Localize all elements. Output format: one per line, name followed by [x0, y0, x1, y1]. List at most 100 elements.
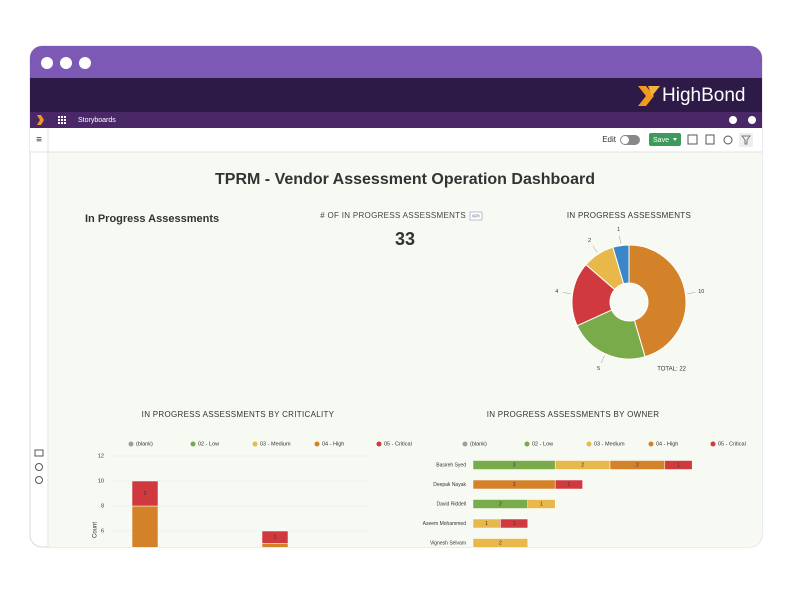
apps-icon[interactable] — [58, 116, 66, 124]
legend-label: 04 - High — [656, 441, 678, 447]
dashboard-title: TPRM - Vendor Assessment Operation Dashb… — [215, 171, 595, 188]
window-dot[interactable] — [79, 57, 91, 69]
chart-title: IN PROGRESS ASSESSMENTS BY OWNER — [487, 410, 660, 419]
pie-slice — [628, 244, 687, 358]
legend-swatch — [710, 441, 716, 447]
y-tick-label: Basireh Syed — [436, 462, 466, 468]
legend-swatch — [524, 441, 530, 447]
bar-value: 2 — [499, 501, 502, 507]
bar-value: 1 — [568, 482, 571, 488]
bar-value: 5 — [274, 572, 277, 578]
brand-logo — [648, 86, 660, 96]
leader-line — [619, 235, 621, 244]
bar-value: 7 — [144, 547, 147, 553]
save-label: Save — [653, 137, 669, 144]
y-tick-label: 10 — [98, 478, 104, 484]
bar-segment — [132, 594, 158, 600]
nav-logo[interactable] — [37, 115, 44, 125]
bar-segment — [261, 543, 289, 547]
filter-icon — [741, 135, 751, 145]
bar-segment — [554, 479, 583, 490]
slice-label: 5 — [597, 366, 600, 372]
legend-swatch — [586, 441, 592, 447]
bar-value: 1 — [485, 521, 488, 527]
kpi-label: # OF IN PROGRESS ASSESSMENTS — [320, 211, 466, 220]
legend-label: 03 - Medium — [260, 441, 291, 447]
slice-label: 10 — [698, 289, 704, 295]
y-tick-label: Aseem Mohammed — [423, 521, 467, 527]
chart-title: IN PROGRESS ASSESSMENTS BY CRITICALITY — [142, 410, 335, 419]
bar-segment — [261, 530, 289, 544]
chart-title: IN PROGRESS ASSESSMENTS — [567, 211, 691, 220]
kpi-value: 33 — [395, 229, 415, 249]
nav-link[interactable]: Storyboards — [78, 117, 116, 124]
leader-line — [592, 245, 598, 253]
user-icon[interactable] — [748, 116, 756, 124]
toggle-knob — [621, 136, 629, 144]
brand-name: HighBond — [662, 85, 745, 106]
bar-value: 2 — [636, 462, 639, 468]
bar-value: 1 — [677, 462, 680, 468]
section-title: In Progress Assessments — [85, 213, 219, 225]
legend-swatch — [190, 441, 196, 447]
legend-label: 02 - Low — [532, 441, 553, 447]
legend-label: 04 - High — [322, 441, 344, 447]
bar-segment — [131, 480, 159, 507]
tool-icon[interactable] — [687, 134, 698, 145]
share-icon[interactable] — [723, 135, 733, 145]
window-dot[interactable] — [60, 57, 72, 69]
bar-segment — [500, 518, 529, 529]
legend-swatch — [648, 441, 654, 447]
save-caret — [673, 138, 677, 141]
slice-label: 2 — [588, 238, 591, 244]
help-icon[interactable] — [729, 116, 737, 124]
save-button[interactable] — [649, 133, 681, 146]
bar-value: 2 — [499, 540, 502, 546]
window-dot[interactable] — [41, 57, 53, 69]
y-tick-label: 8 — [101, 503, 104, 509]
legend-label: 05 - Critical — [384, 441, 412, 447]
kpi-badge-text: KPI — [472, 214, 479, 219]
legend-swatch — [314, 441, 320, 447]
bar-segment — [131, 505, 159, 547]
bar-value: 3 — [513, 462, 516, 468]
legend-swatch — [376, 441, 382, 447]
pie-slice — [576, 309, 646, 360]
edit-label: Edit — [602, 135, 617, 144]
total-label: TOTAL: 22 — [657, 367, 686, 373]
side-icon[interactable] — [35, 463, 43, 471]
charts: IN PROGRESS ASSESSMENTS 10 5 4 2 1 TOTAL: 22 IN… — [93, 211, 746, 600]
y-tick-label: David Riddell — [437, 501, 466, 507]
bar-value: 2 — [581, 462, 584, 468]
legend-swatch — [462, 441, 468, 447]
y-tick-label: 12 — [98, 453, 104, 459]
kpi-badge — [469, 211, 483, 221]
legend-swatch — [128, 441, 134, 447]
bar-segment — [472, 538, 529, 547]
bar-segment — [664, 460, 693, 470]
browser-bar — [30, 46, 762, 78]
leader-line — [687, 292, 696, 294]
filter-button[interactable] — [739, 133, 753, 147]
bar-value: 1 — [274, 535, 277, 541]
menu-icon[interactable]: ≡ — [36, 135, 42, 146]
legend-label: 05 - Critical — [718, 441, 746, 447]
pie-slice — [612, 244, 630, 285]
bar-value: 1 — [540, 501, 543, 507]
delete-icon[interactable] — [705, 134, 715, 145]
axis-label: Count — [93, 522, 99, 538]
y-tick-label: Vignesh Selvam — [430, 540, 466, 546]
leader-line — [562, 292, 571, 294]
side-icon[interactable] — [34, 449, 44, 457]
bar-value: 2 — [144, 491, 147, 497]
legend-label: (blank) — [470, 441, 487, 447]
bar-value: 3 — [513, 482, 516, 488]
legend-label: (blank) — [136, 441, 153, 447]
bar-value: 1 — [513, 521, 516, 527]
y-tick-label: Deepak Nayak — [433, 482, 466, 488]
side-icon[interactable] — [35, 476, 43, 484]
pie-slice — [571, 263, 616, 327]
slice-label: 1 — [617, 227, 620, 233]
